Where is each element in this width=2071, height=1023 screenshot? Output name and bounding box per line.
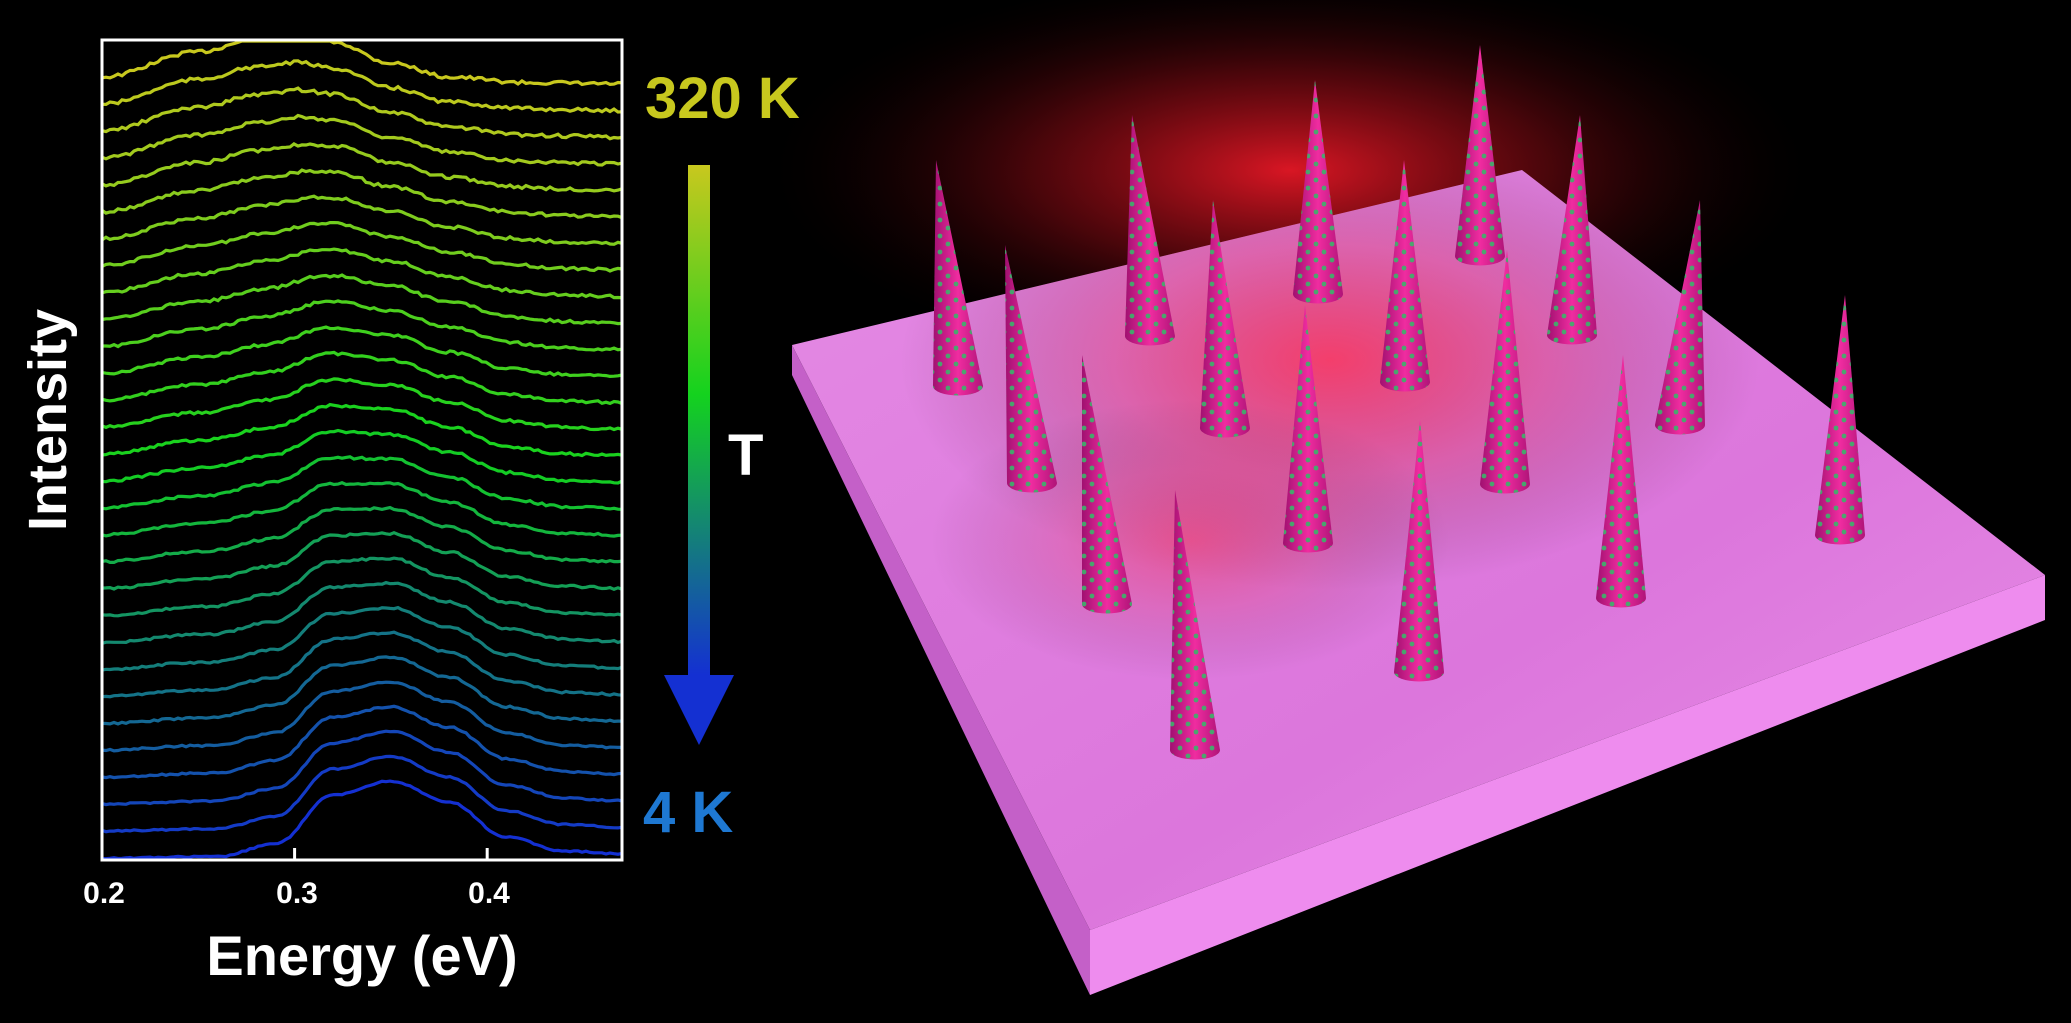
spectrum-trace-27 [101,704,623,780]
spectrum-trace-30 [101,779,623,861]
substrate-top-face [792,170,2045,930]
spectrum-trace-12 [101,325,623,379]
spectrum-trace-3 [101,86,623,141]
spectrum-trace-6 [101,168,623,220]
spectrum-trace-26 [101,680,623,753]
nanocone-10 [1480,250,1530,494]
nanocone-8 [1200,200,1250,438]
spectrum-trace-20 [101,530,623,592]
spectrum-trace-29 [101,754,623,834]
nanocone-5 [1380,160,1430,392]
spectrum-trace-18 [101,480,623,538]
spectrum-trace-17 [101,455,623,511]
spectrum-trace-4 [101,113,623,167]
spectrum-trace-1 [101,39,623,87]
spectrum-trace-16 [101,428,623,485]
spectrum-trace-13 [101,350,623,406]
spectrum-trace-19 [101,505,623,564]
nanocone-4 [1125,115,1175,346]
spectrum-trace-9 [101,247,623,300]
nanocone-7 [1655,200,1705,435]
x-axis-ticks [100,848,489,860]
spectrum-trace-8 [101,221,623,273]
nanocone-16 [1170,490,1220,760]
spectrum-trace-15 [101,402,623,458]
spectrum-trace-14 [101,377,623,432]
bottom-temperature-label: 4 K [643,780,733,845]
spectra-traces [101,39,623,861]
nanocone-13 [1596,355,1646,608]
nanocone-11 [1815,295,1865,545]
nanocone-15 [1394,420,1444,682]
y-axis-label: Intensity [18,309,78,531]
nanocone-6 [933,160,983,396]
substrate-front-face [1090,575,2045,995]
spectrum-trace-7 [101,194,623,246]
temperature-axis-symbol: T [728,423,763,488]
spectrum-trace-22 [101,580,623,645]
nanocone-9 [1005,245,1057,493]
temperature-arrow-shaft [688,165,710,675]
top-temperature-label: 320 K [645,66,800,131]
red-glow-top [770,0,1810,370]
substrate-glow [900,170,1760,680]
nanocone-14 [1082,355,1132,614]
nanocone-12 [1283,305,1333,553]
spectrum-trace-28 [101,729,623,807]
temperature-arrow-head [664,675,734,745]
x-tick-label-0.3: 0.3 [276,877,318,910]
plot-frame [100,38,624,862]
spectrum-trace-11 [102,299,623,352]
nanocone-1 [1455,45,1505,266]
spectrum-trace-2 [101,59,623,114]
nanocone-array [933,45,1865,760]
spectrum-trace-24 [101,630,623,699]
x-tick-label-0.2: 0.2 [83,877,125,910]
spectrum-trace-25 [101,655,623,726]
spectrum-trace-5 [101,142,623,193]
nanocone-3 [1547,115,1597,345]
x-axis-label: Energy (eV) [206,924,517,987]
spectrum-trace-10 [101,273,623,326]
nanocone-2 [1293,80,1343,304]
spectrum-trace-23 [101,605,623,672]
intensity-chart: 0.2 0.3 0.4 Energy (eV) Intensity 320 K … [18,38,800,987]
substrate-left-face [792,345,1090,995]
spectrum-trace-21 [101,556,623,618]
x-tick-label-0.4: 0.4 [468,877,510,910]
